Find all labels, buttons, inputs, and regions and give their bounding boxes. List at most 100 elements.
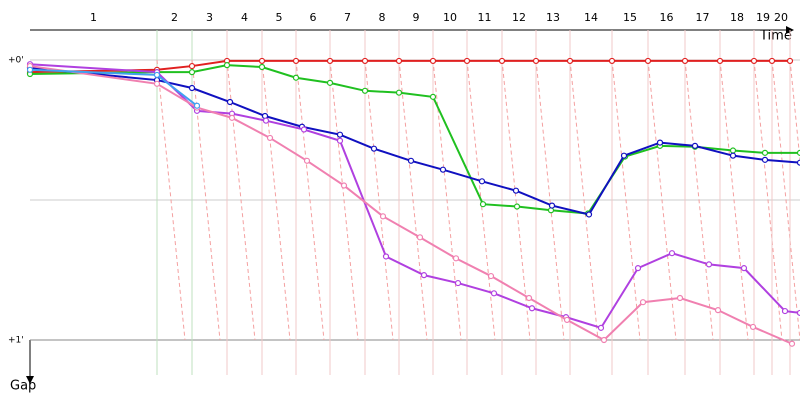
point [228,114,236,121]
point [691,142,699,149]
point [395,89,403,96]
y-axis-label: Gap [10,379,36,394]
y-tick-label: +0' [8,56,24,66]
point [258,57,266,65]
point [193,102,201,109]
series-line [29,65,793,345]
series-line [29,63,800,330]
point [292,57,300,65]
point [729,147,737,154]
lap-label: 14 [584,11,598,24]
lap-label: 13 [546,11,560,24]
lap-label: 9 [413,11,420,24]
leader-line [364,59,394,341]
lap-label: 12 [512,11,526,24]
point [796,159,800,166]
leader-line [771,59,800,341]
point [370,145,378,152]
lap-label: 19 [756,11,770,24]
point [525,294,533,302]
lap-label: 18 [730,11,744,24]
series-line [29,64,800,215]
leader-line [647,59,677,341]
point [454,279,462,287]
lap-label: 5 [276,11,283,24]
series-line [29,66,800,216]
point [478,178,486,185]
point [563,316,571,324]
point [761,156,769,163]
point [750,57,758,65]
point [796,149,800,156]
point [608,57,616,65]
point [676,294,684,302]
point [668,250,676,257]
lap-label: 20 [774,11,788,24]
point [188,62,196,70]
point [407,157,415,164]
point [452,255,460,262]
point [379,213,387,220]
leader-line [569,59,599,341]
point [336,131,344,138]
leader-line [753,59,783,341]
point [513,203,521,210]
point [463,57,471,65]
leader-line [719,59,749,341]
leader-line [156,59,186,341]
lap-label: 6 [310,11,317,24]
point [796,309,800,317]
point [532,57,540,65]
point [705,261,713,268]
point [681,57,689,65]
lap-label: 8 [379,11,386,24]
point [788,340,796,347]
leader-line [329,59,359,341]
point [548,202,556,209]
point [749,323,757,331]
point [597,324,605,331]
point [258,63,266,71]
lap-label: 17 [696,11,710,24]
lap-label: 3 [206,11,213,24]
point [644,57,652,65]
point [634,265,642,272]
point [566,57,574,65]
point [714,307,722,314]
point [416,234,424,241]
point [585,211,593,218]
point [188,69,196,76]
x-axis-label: Time [759,29,792,44]
point [729,152,737,159]
point [429,57,437,65]
point [326,79,334,86]
point [26,66,34,73]
point [300,126,308,133]
point [420,272,428,279]
point [439,166,447,173]
point [781,307,789,315]
point [266,134,274,142]
point [223,62,231,69]
lap-label: 1 [90,11,97,24]
lap-label: 4 [241,11,248,24]
lap-label: 15 [623,11,637,24]
point [639,299,647,306]
leader-line [261,59,291,341]
point [600,336,608,344]
point [292,74,300,81]
point [716,57,724,65]
point [786,57,794,65]
lap-label: 16 [660,11,674,24]
point [620,152,628,159]
y-tick-label: +1' [8,336,24,346]
point [382,253,390,260]
point [512,187,520,194]
point [153,71,161,79]
leader-line [295,59,325,341]
point [490,290,498,297]
leader-line [501,59,531,341]
point [340,182,348,189]
